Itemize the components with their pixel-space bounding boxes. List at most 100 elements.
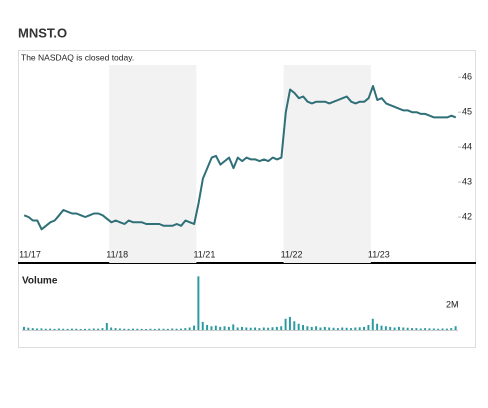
volume-bar (271, 327, 274, 330)
volume-bar (384, 326, 387, 330)
volume-bar (428, 328, 431, 330)
volume-title: Volume (22, 276, 58, 287)
volume-bar (241, 326, 243, 330)
price-line (23, 85, 457, 231)
volume-bar (450, 328, 453, 330)
volume-bar (354, 327, 357, 330)
volume-bar (62, 328, 65, 330)
day-band (109, 65, 197, 263)
volume-bar (149, 328, 152, 330)
volume-bar (158, 328, 161, 330)
volume-bar (288, 316, 291, 330)
volume-bar (184, 328, 187, 330)
volume-bar (424, 328, 427, 330)
volume-bar (341, 327, 344, 330)
volume-bar (284, 318, 287, 330)
volume-bar (206, 325, 209, 330)
volume-bar (193, 325, 195, 330)
volume-bar (437, 328, 440, 330)
volume-bar (310, 326, 313, 330)
volume-bar (92, 328, 95, 330)
volume-bar (245, 327, 248, 330)
x-tick-label: 11/23 (368, 249, 390, 259)
volume-bar (175, 328, 178, 330)
volume-bar (101, 328, 104, 330)
x-tick-label: 11/22 (281, 249, 303, 259)
volume-bar (118, 328, 121, 330)
volume-bar (40, 328, 43, 330)
volume-bar (376, 323, 379, 330)
volume-bar (345, 327, 348, 330)
volume-bar (44, 328, 47, 330)
volume-bar (153, 328, 156, 330)
volume-bar (328, 327, 331, 330)
volume-bar (432, 328, 435, 330)
ticker-title: MNST.O (18, 25, 67, 40)
volume-bar (140, 328, 143, 330)
volume-bar (227, 326, 230, 330)
y-tick-label: 44 (462, 142, 472, 152)
volume-bar (36, 328, 39, 330)
volume-bar (88, 328, 91, 330)
volume-bar (358, 327, 361, 330)
volume-bar (280, 326, 283, 330)
volume-bar (406, 327, 409, 330)
volume-bar (319, 327, 322, 330)
volume-bar (380, 325, 383, 330)
volume-bar (389, 326, 392, 330)
volume-bar (210, 326, 213, 330)
volume-bar (363, 326, 366, 330)
volume-bar (23, 326, 25, 330)
y-tick-label: 43 (462, 176, 472, 186)
volume-bar (97, 328, 100, 330)
volume-bar (236, 327, 239, 330)
volume-bar (371, 318, 374, 330)
volume-bar (262, 327, 265, 330)
volume-bar (162, 328, 165, 330)
volume-bar (188, 327, 191, 330)
volume-bar (254, 327, 257, 330)
x-tick-label: 11/18 (106, 249, 128, 259)
y-tick-label: 45 (462, 107, 472, 117)
volume-bar (145, 329, 148, 330)
volume-bar (249, 327, 252, 330)
volume-bar (275, 326, 278, 330)
y-tick-label: 2M (446, 299, 459, 309)
volume-bar (323, 326, 326, 330)
volume-bar (267, 327, 270, 330)
volume-bar (114, 328, 117, 330)
volume-bar (445, 328, 448, 330)
volume-bar (53, 328, 56, 330)
y-tick-label: 46 (462, 72, 472, 82)
volume-bar (415, 328, 418, 330)
volume-bar (302, 325, 304, 330)
volume-bar (132, 328, 134, 330)
volume-bar (84, 328, 86, 330)
volume-bar (201, 321, 204, 330)
volume-bar (367, 325, 370, 330)
volume-bar (123, 328, 126, 330)
volume-bar (393, 327, 396, 330)
x-tick-label: 11/17 (19, 249, 41, 259)
volume-bar (332, 327, 335, 330)
y-tick-label: 42 (462, 211, 472, 221)
volume-bar (197, 276, 200, 330)
volume-bar (336, 328, 339, 330)
volume-bar (136, 328, 139, 330)
volume-bar (179, 328, 182, 330)
volume-bar (57, 328, 60, 330)
volume-bar (297, 323, 300, 330)
volume-bar (105, 323, 108, 330)
volume-bar (110, 327, 113, 330)
volume-bar (75, 328, 78, 330)
volume-bar (402, 327, 405, 330)
market-notice: The NASDAQ is closed today. (21, 52, 134, 62)
volume-bar (166, 328, 169, 330)
volume-bar (454, 326, 457, 330)
volume-bar (127, 328, 130, 330)
volume-bar (411, 328, 413, 330)
volume-bar (214, 325, 217, 330)
volume-bar (70, 328, 73, 330)
